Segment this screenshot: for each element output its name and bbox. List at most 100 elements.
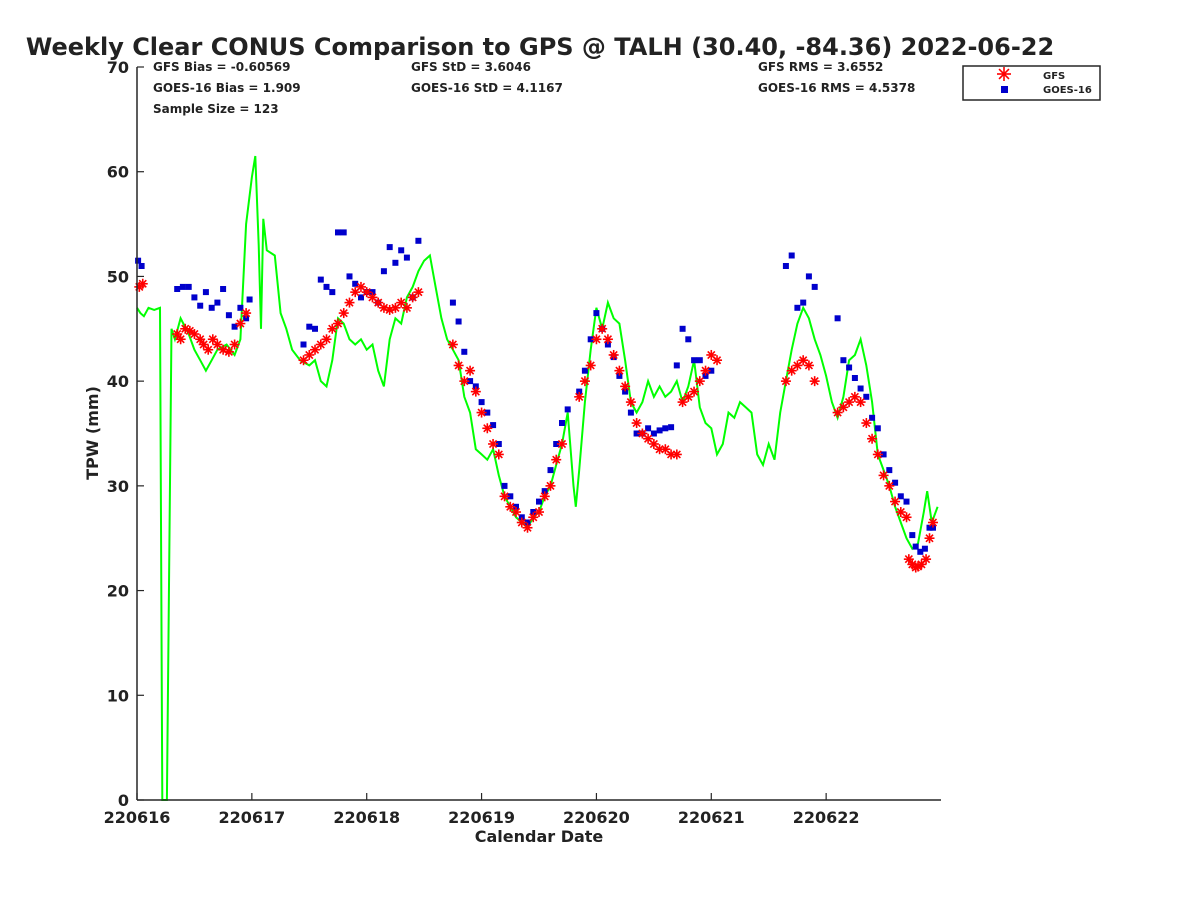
goes16-point [846, 364, 853, 371]
goes16-point [633, 430, 640, 437]
goes16-point [650, 430, 657, 437]
gfs-point [465, 365, 476, 376]
gfs-point [780, 376, 791, 387]
gfs-point [884, 480, 895, 491]
goes16-point [541, 488, 548, 495]
gfs-point [890, 496, 901, 507]
goes16-point [214, 299, 221, 306]
gfs-point [620, 381, 631, 392]
legend-goes16-square-icon [1001, 86, 1008, 93]
goes16-point [513, 503, 519, 510]
goes16-point [708, 367, 715, 374]
gfs-point [700, 365, 711, 376]
goes16-point [909, 532, 916, 539]
gfs-point [591, 334, 602, 345]
goes16-point [507, 493, 514, 500]
gfs-point [625, 397, 636, 408]
gfs-point [413, 287, 424, 298]
goes16-point [616, 372, 623, 379]
gfs-point [927, 517, 938, 528]
goes16-point [231, 323, 238, 330]
goes16-point [912, 543, 919, 550]
gfs-point [476, 407, 487, 418]
gfs-point [534, 507, 544, 518]
goes16-point [490, 422, 497, 429]
goes16-point [679, 325, 686, 332]
goes16-point [662, 425, 669, 432]
goes16-point [930, 524, 936, 531]
y-tick-label: 70 [107, 58, 129, 77]
goes16-point [593, 310, 600, 317]
goes16-point [518, 514, 525, 521]
goes16-point [358, 294, 364, 301]
goes16-point [524, 519, 531, 526]
goes16-point [346, 273, 353, 280]
goes16-point [323, 283, 330, 290]
legend-goes16-label: GOES-16 [1043, 85, 1092, 96]
gfs-point [539, 491, 550, 502]
stat-gfs-rms: GFS RMS = 3.6552 [758, 60, 883, 74]
gfs-point [694, 376, 705, 387]
gfs-point [855, 397, 866, 408]
stat-goes16-rms: GOES-16 RMS = 4.5378 [758, 81, 915, 95]
goes16-point [622, 388, 629, 395]
goes16-point [656, 427, 663, 434]
gfs-point [333, 318, 343, 329]
gfs-point [321, 334, 332, 345]
y-tick-label: 10 [107, 686, 129, 705]
gfs-point [689, 386, 700, 397]
y-tick-label: 60 [107, 163, 129, 182]
goes16-point [576, 388, 583, 395]
gfs-point [175, 334, 186, 345]
goes16-point [863, 393, 870, 400]
gfs-point [355, 281, 366, 292]
goes16-point [392, 259, 399, 266]
goes16-point [306, 323, 313, 330]
goes16-point [897, 493, 904, 500]
gfs-point [459, 376, 470, 387]
goes16-point [921, 545, 928, 552]
goes16-point [461, 348, 468, 355]
gfs-point [574, 391, 585, 402]
goes16-point [340, 229, 347, 236]
goes16-point [403, 254, 410, 261]
goes16-point [547, 467, 554, 474]
goes16-point [197, 302, 204, 309]
goes16-point [564, 406, 571, 413]
goes16-point [794, 304, 801, 311]
gfs-point [671, 449, 682, 460]
gfs-point [585, 360, 596, 371]
gfs-point [447, 339, 458, 350]
goes16-point [604, 341, 611, 348]
goes16-point [415, 237, 422, 244]
plot-area: 0 10 20 30 40 50 60 70 220616 220617 220618 220619 2… [104, 58, 941, 827]
x-tick-label: 220616 [104, 808, 171, 827]
gfs-point [189, 329, 200, 340]
gfs-point [556, 438, 567, 449]
goes16-point [892, 479, 899, 486]
goes16-point [208, 304, 215, 311]
goes16-point [449, 299, 456, 306]
gfs-point [648, 438, 659, 449]
goes16-point [225, 312, 232, 319]
gfs-point [878, 470, 889, 481]
goes16-point [472, 383, 479, 390]
goes16-point [369, 289, 376, 296]
gfs-point [482, 423, 493, 434]
goes16-point [886, 467, 893, 474]
goes16-point [220, 286, 227, 292]
gfs-point [551, 454, 562, 465]
goes16-point [312, 325, 318, 332]
goes16-point [685, 336, 692, 343]
goes16-point [329, 289, 336, 296]
gfs-point [706, 349, 717, 360]
gfs-point [608, 349, 619, 360]
gfs-point [241, 308, 252, 319]
goes16-point [484, 409, 491, 416]
goes16-point [335, 229, 341, 236]
x-tick-label: 220621 [678, 808, 745, 827]
gfs-point [235, 318, 246, 329]
goes16-point [553, 441, 560, 447]
goes16-point [174, 286, 181, 292]
gfs-point [614, 365, 625, 376]
